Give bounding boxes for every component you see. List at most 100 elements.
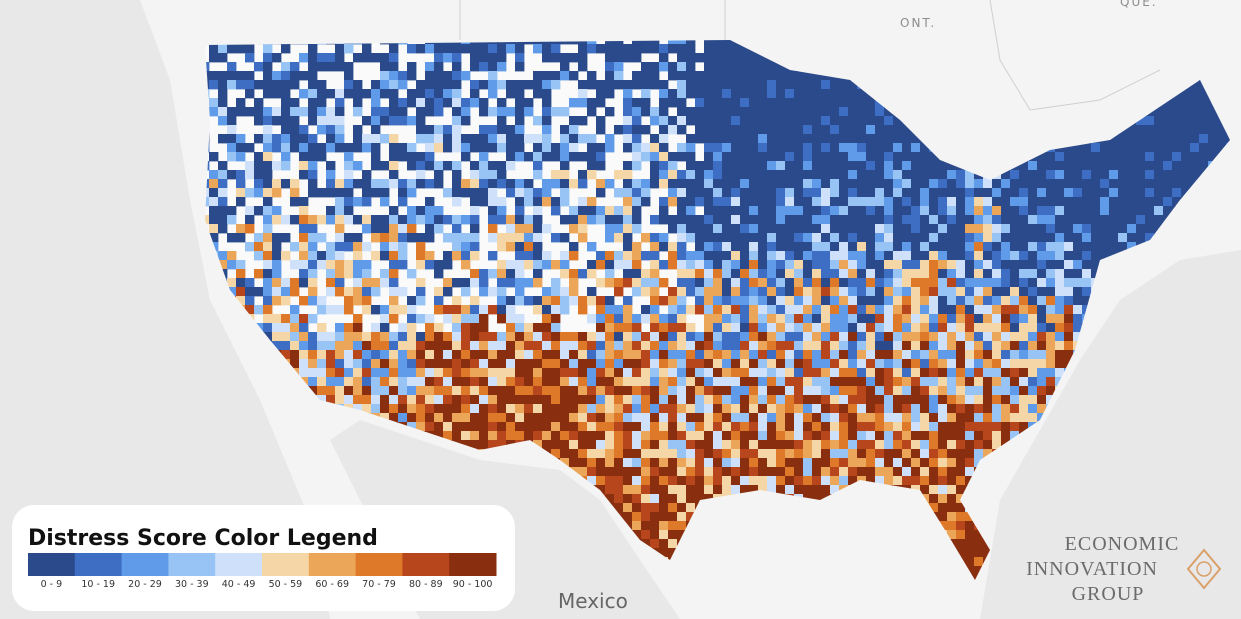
map-cell — [218, 116, 228, 126]
map-cell — [209, 152, 219, 162]
map-cell — [686, 305, 696, 315]
map-cell — [533, 440, 543, 450]
map-cell — [875, 179, 885, 189]
map-cell — [398, 368, 408, 378]
map-cell — [1010, 206, 1020, 216]
map-cell — [929, 314, 939, 324]
map-cell — [596, 251, 606, 261]
map-cell — [425, 404, 435, 414]
map-cell — [326, 62, 336, 72]
map-cell — [1001, 206, 1011, 216]
map-cell — [443, 260, 453, 270]
map-cell — [1082, 278, 1092, 288]
map-cell — [1064, 188, 1074, 198]
map-cell — [1001, 395, 1011, 405]
map-cell — [713, 215, 723, 225]
map-cell — [479, 332, 489, 342]
map-cell — [596, 116, 606, 126]
map-cell — [281, 332, 291, 342]
map-cell — [1055, 215, 1065, 225]
map-cell — [506, 143, 516, 153]
map-cell — [542, 395, 552, 405]
map-cell — [812, 71, 822, 81]
map-cell — [830, 431, 840, 441]
map-cell — [776, 278, 786, 288]
map-cell — [515, 197, 525, 207]
map-cell — [407, 98, 417, 108]
map-cell — [1073, 233, 1083, 243]
map-cell — [533, 188, 543, 198]
map-cell — [704, 377, 714, 387]
map-cell — [920, 161, 930, 171]
map-cell — [1001, 251, 1011, 261]
map-cell — [398, 350, 408, 360]
map-cell — [686, 287, 696, 297]
map-cell — [956, 341, 966, 351]
map-cell — [578, 170, 588, 180]
map-cell — [1181, 98, 1191, 108]
map-cell — [1199, 161, 1209, 171]
map-cell — [650, 215, 660, 225]
map-cell — [452, 422, 462, 432]
map-cell — [506, 278, 516, 288]
map-cell — [992, 224, 1002, 234]
map-cell — [686, 440, 696, 450]
map-cell — [380, 314, 390, 324]
map-cell — [1028, 233, 1038, 243]
map-cell — [713, 413, 723, 423]
map-cell — [389, 395, 399, 405]
map-cell — [614, 224, 624, 234]
map-cell — [488, 440, 498, 450]
map-cell — [695, 98, 705, 108]
map-cell — [1028, 350, 1038, 360]
map-cell — [668, 296, 678, 306]
map-cell — [767, 269, 777, 279]
map-cell — [335, 287, 345, 297]
map-cell — [578, 89, 588, 99]
map-cell — [902, 143, 912, 153]
map-cell — [668, 40, 678, 45]
map-cell — [1181, 143, 1191, 153]
map-cell — [884, 287, 894, 297]
map-cell — [713, 89, 723, 99]
map-cell — [812, 179, 822, 189]
map-cell — [1046, 296, 1056, 306]
map-cell — [1019, 188, 1029, 198]
map-cell — [695, 458, 705, 468]
map-cell — [443, 44, 453, 54]
map-cell — [965, 341, 975, 351]
map-cell — [344, 377, 354, 387]
map-cell — [263, 161, 273, 171]
map-cell — [506, 395, 516, 405]
map-cell — [839, 350, 849, 360]
map-cell — [857, 368, 867, 378]
map-cell — [803, 413, 813, 423]
map-cell — [623, 215, 633, 225]
map-cell — [236, 287, 246, 297]
map-cell — [758, 80, 768, 90]
map-cell — [416, 332, 426, 342]
map-cell — [1028, 377, 1038, 387]
map-cell — [1055, 359, 1065, 369]
map-cell — [713, 332, 723, 342]
map-cell — [335, 395, 345, 405]
map-cell — [1064, 242, 1074, 252]
map-cell — [911, 449, 921, 459]
map-cell — [1019, 314, 1029, 324]
map-cell — [389, 404, 399, 414]
map-cell — [1145, 233, 1155, 243]
map-cell — [1163, 107, 1173, 117]
map-cell — [992, 305, 1002, 315]
map-cell — [596, 305, 606, 315]
map-cell — [344, 206, 354, 216]
map-cell — [470, 341, 480, 351]
map-cell — [1127, 143, 1137, 153]
map-cell — [1163, 197, 1173, 207]
map-cell — [659, 314, 669, 324]
map-cell — [1046, 170, 1056, 180]
map-cell — [479, 197, 489, 207]
map-cell — [875, 215, 885, 225]
map-cell — [497, 40, 507, 45]
map-cell — [938, 350, 948, 360]
map-cell — [812, 188, 822, 198]
